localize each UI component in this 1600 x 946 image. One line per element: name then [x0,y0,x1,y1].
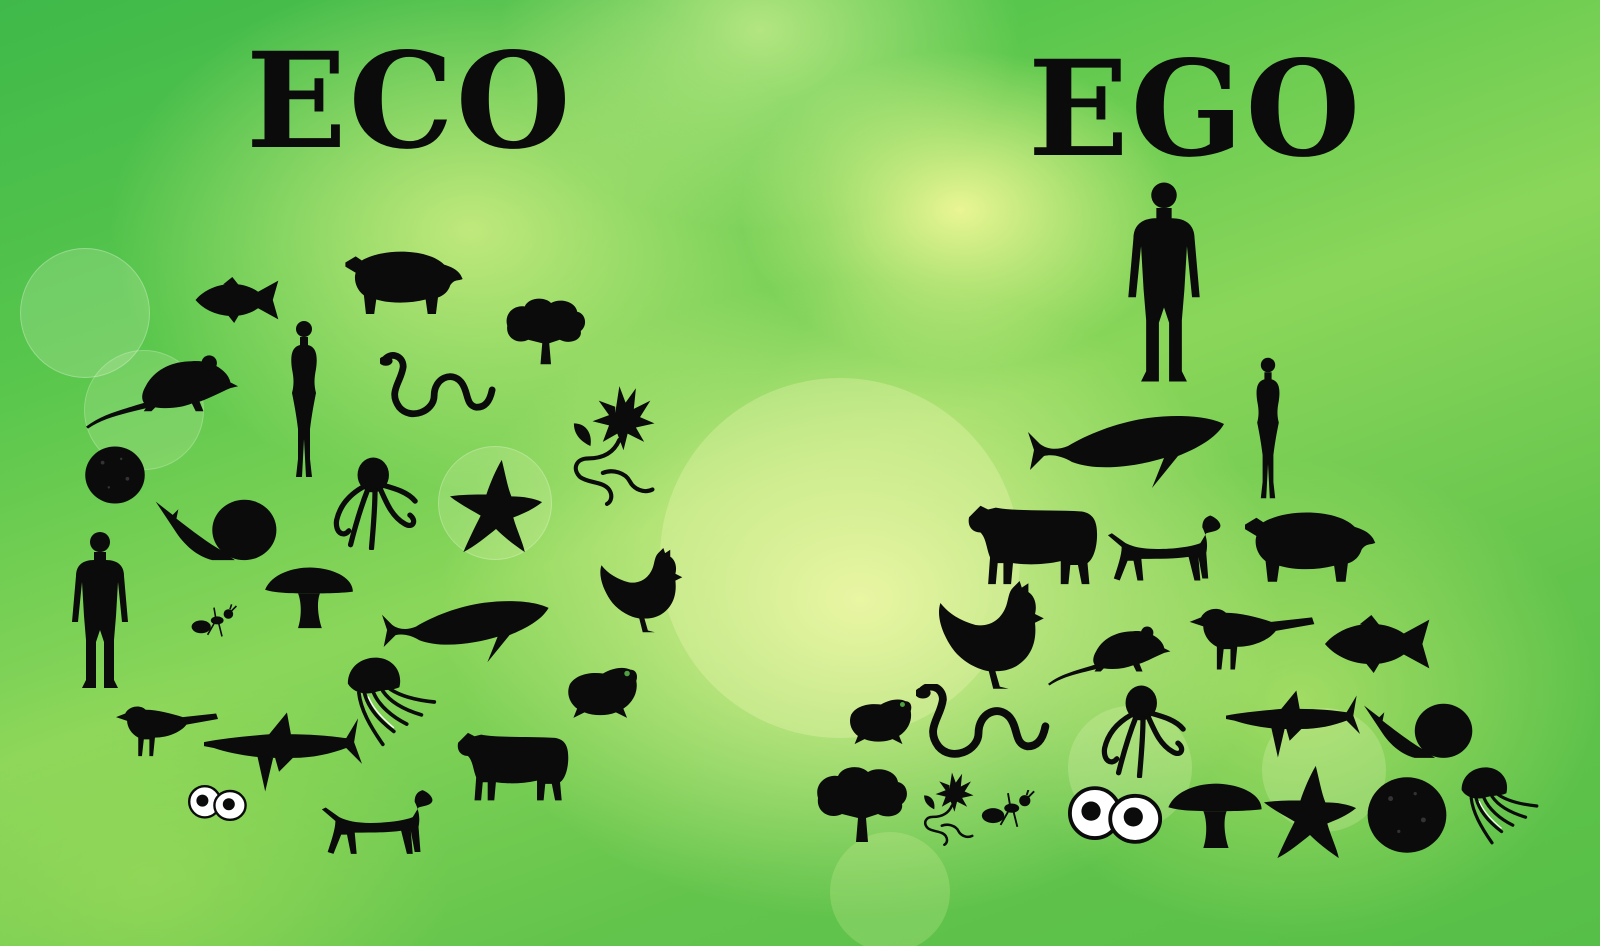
woman-icon [1256,357,1280,499]
bokeh-light [830,832,950,946]
tree-icon [506,298,586,365]
eggs-icon [1068,786,1163,844]
eco-title: ECO [246,24,573,179]
mushroom-icon [1168,783,1262,849]
snake-icon [380,352,496,422]
hen-icon [938,581,1044,689]
snail-icon [155,499,277,561]
eggs-icon [188,784,247,822]
octopus-icon [328,454,422,550]
ant-icon [980,790,1036,828]
stone-icon [1367,777,1447,853]
frog-icon [568,667,637,718]
ant-icon [190,604,238,638]
snail-icon [1364,703,1473,758]
rat-icon [86,355,239,429]
bird-icon [116,706,218,757]
shark-icon [204,712,362,792]
frog-icon [850,699,912,745]
shark-icon [1226,690,1360,758]
octopus-icon [1094,682,1192,778]
man-icon [72,532,128,688]
tree-icon [817,767,907,842]
rat-icon [1048,626,1171,686]
ego-title: EGO [1028,32,1363,187]
fish-icon [1324,615,1430,673]
flower-icon [922,771,974,846]
dog-icon [321,790,433,854]
man-icon [1128,182,1200,382]
woman-icon [291,321,317,477]
whale-icon [382,601,549,663]
cow-icon [457,732,569,801]
mushroom-icon [265,567,353,629]
whale-icon [1028,416,1224,488]
jellyfish-icon [1459,766,1539,845]
cow-icon [968,505,1098,585]
snake-icon [916,684,1050,762]
dog-icon [1107,515,1221,581]
flower-icon [560,382,656,506]
bird-icon [1189,608,1315,670]
starfish-icon [449,459,543,553]
fish-icon [195,277,279,323]
pig-icon [345,251,463,314]
stone-icon [85,446,145,504]
pig-icon [1245,512,1376,582]
hen-icon [600,548,683,633]
starfish-icon [1263,765,1357,859]
